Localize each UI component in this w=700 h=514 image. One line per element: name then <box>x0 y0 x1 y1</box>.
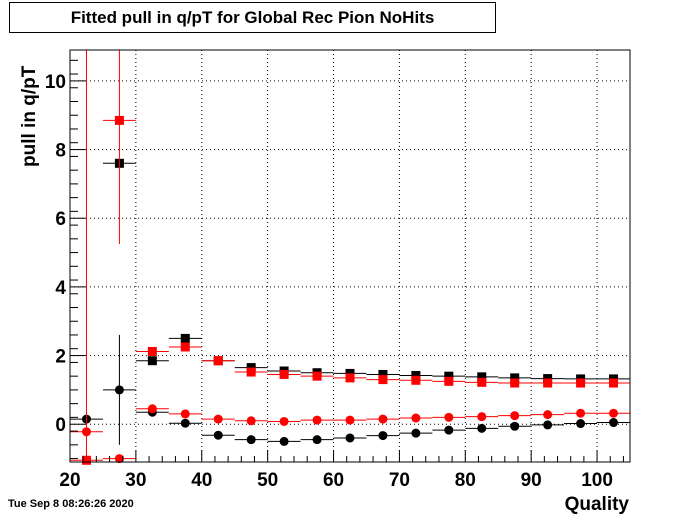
data-point-circle <box>213 414 223 424</box>
data-point-circle <box>180 418 190 428</box>
y-tick-label: 6 <box>55 209 66 230</box>
x-tick-label: 70 <box>389 470 410 491</box>
data-point-circle <box>147 404 157 414</box>
data-point-circle <box>411 413 421 423</box>
data-point-circle <box>609 418 619 428</box>
data-point-circle <box>543 420 553 430</box>
data-point-circle <box>510 421 520 431</box>
data-point-square <box>411 375 421 385</box>
data-point-circle <box>378 414 388 424</box>
data-point-circle <box>510 411 520 421</box>
data-point-square <box>180 333 190 343</box>
x-tick-label: 100 <box>581 470 613 491</box>
data-point-circle <box>444 412 454 422</box>
x-tick-label: 40 <box>191 470 212 491</box>
data-point-circle <box>114 454 124 464</box>
chart-title: Fitted pull in q/pT for Global Rec Pion … <box>70 7 435 27</box>
data-point-circle <box>477 412 487 422</box>
data-point-square <box>609 378 619 388</box>
data-point-circle <box>576 408 586 418</box>
y-tick-label: 0 <box>55 415 66 436</box>
x-tick-label: 60 <box>323 470 344 491</box>
series-1 <box>70 50 630 465</box>
data-point-square <box>510 378 520 388</box>
data-point-square <box>576 378 586 388</box>
data-point-circle <box>477 423 487 433</box>
data-point-circle <box>411 428 421 438</box>
x-tick-label: 80 <box>455 470 476 491</box>
data-points <box>70 50 630 465</box>
data-point-circle <box>312 435 322 445</box>
data-point-square <box>114 115 124 125</box>
data-point-square <box>378 375 388 385</box>
timestamp: Tue Sep 8 08:26:26 2020 <box>8 498 134 510</box>
data-point-square <box>444 371 454 381</box>
data-point-circle <box>444 425 454 435</box>
data-point-circle <box>609 408 619 418</box>
data-point-square <box>543 378 553 388</box>
data-point-circle <box>81 427 91 437</box>
data-point-square <box>312 371 322 381</box>
data-point-square <box>411 370 421 380</box>
y-tick-label: 2 <box>55 347 66 368</box>
chart-title-box: Fitted pull in q/pT for Global Rec Pion … <box>9 2 496 33</box>
data-point-square <box>246 367 256 377</box>
x-tick-label: 90 <box>521 470 542 491</box>
y-tick-label: 8 <box>55 141 66 162</box>
data-point-circle <box>345 415 355 425</box>
grid-lines <box>70 50 630 462</box>
plot-frame <box>69 49 631 463</box>
data-point-square <box>477 372 487 382</box>
data-point-circle <box>345 433 355 443</box>
data-point-circle <box>114 385 124 395</box>
data-point-circle <box>246 435 256 445</box>
axes: 20 30 40 50 60 70 80 90 100 0 2 4 6 8 10 <box>45 59 624 491</box>
x-axis-label: Quality <box>565 494 630 514</box>
data-point-circle <box>279 436 289 446</box>
data-point-square <box>477 377 487 387</box>
data-point-square <box>147 356 157 366</box>
data-point-square <box>378 369 388 379</box>
data-point-square <box>180 342 190 352</box>
y-tick-label: 10 <box>45 72 66 93</box>
data-point-square <box>279 369 289 379</box>
data-point-square <box>444 376 454 386</box>
data-point-circle <box>312 415 322 425</box>
data-point-square <box>510 373 520 383</box>
data-point-circle <box>576 419 586 429</box>
x-tick-label: 20 <box>59 470 80 491</box>
data-point-square <box>213 356 223 366</box>
x-tick-label: 30 <box>125 470 146 491</box>
data-point-square <box>147 346 157 356</box>
data-point-circle <box>378 431 388 441</box>
y-tick-label: 4 <box>55 278 66 299</box>
x-tick-label: 50 <box>257 470 278 491</box>
data-point-circle <box>180 409 190 419</box>
series-2 <box>70 334 630 446</box>
data-point-circle <box>279 416 289 426</box>
series-3 <box>70 50 630 464</box>
y-axis-label: pull in q/pT <box>19 65 40 167</box>
data-point-circle <box>246 416 256 426</box>
data-point-square <box>345 373 355 383</box>
data-point-circle <box>543 410 553 420</box>
data-point-circle <box>213 430 223 440</box>
